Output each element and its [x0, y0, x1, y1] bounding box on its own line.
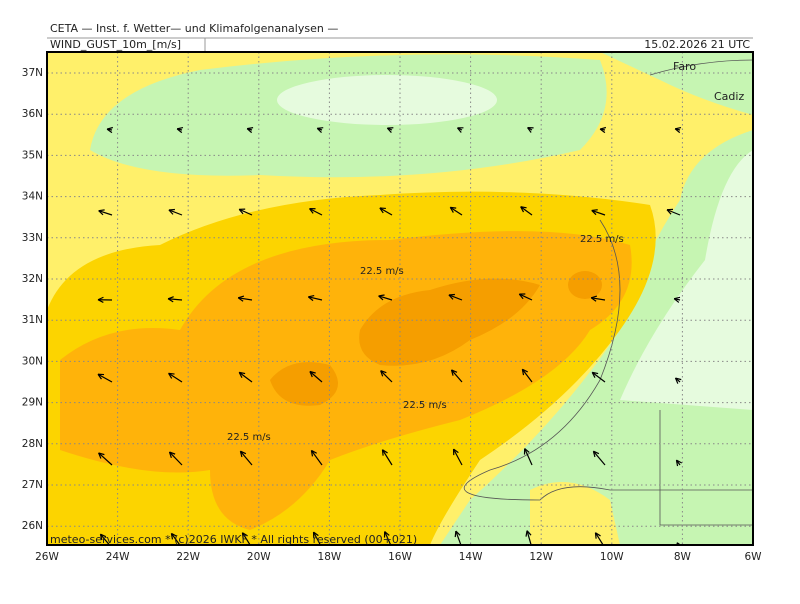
lon-label: 24W: [106, 551, 130, 563]
lat-label: 32N: [22, 273, 43, 285]
arrow-head: [455, 531, 456, 537]
lat-label: 37N: [22, 67, 43, 79]
footer-credit: meteo-services.com * (c)2026 IWKF * All …: [50, 533, 417, 546]
lat-label: 36N: [22, 108, 43, 120]
lat-label: 27N: [22, 479, 43, 491]
lon-label: 10W: [600, 551, 624, 563]
lon-label: 20W: [247, 551, 271, 563]
valid-time: 15.02.2026 21 UTC: [644, 38, 750, 51]
lat-label: 33N: [22, 232, 43, 244]
place-label: Cadiz: [714, 90, 744, 103]
lat-label: 34N: [22, 191, 43, 203]
arrow-head: [592, 210, 598, 211]
lon-label: 22W: [176, 551, 200, 563]
place-label: Faro: [673, 60, 696, 73]
lat-label: 35N: [22, 149, 43, 161]
arrow-head: [169, 373, 175, 374]
lat-label: 28N: [22, 438, 43, 450]
lon-label: 8W: [674, 551, 692, 563]
contour-label: 22.5 m/s: [580, 234, 624, 245]
lon-label: 12W: [529, 551, 553, 563]
zone-dark-orange: [568, 271, 602, 299]
contour-label: 22.5 m/s: [360, 266, 404, 277]
lon-label: 18W: [318, 551, 342, 563]
arrow-head: [99, 210, 105, 211]
zone-pale-green: [277, 75, 497, 125]
field-name: WIND_GUST_10m_[m/s]: [50, 38, 181, 51]
arrow-head: [450, 207, 456, 208]
lat-label: 29N: [22, 397, 43, 409]
contour-label: 22.5 m/s: [403, 400, 447, 411]
arrow-head: [169, 209, 175, 210]
lon-label: 6W: [744, 551, 762, 563]
lat-label: 26N: [22, 520, 43, 532]
map-field: [47, 52, 753, 549]
contour-label: 22.5 m/s: [227, 432, 271, 443]
map-title: CETA — Inst. f. Wetter— und Klimafolgena…: [50, 22, 338, 35]
lon-label: 16W: [388, 551, 412, 563]
arrow-head: [449, 294, 455, 295]
lon-label: 14W: [459, 551, 483, 563]
lat-label: 30N: [22, 355, 43, 367]
lat-label: 31N: [22, 314, 43, 326]
arrow-head: [317, 128, 323, 129]
lon-label: 26W: [35, 551, 59, 563]
